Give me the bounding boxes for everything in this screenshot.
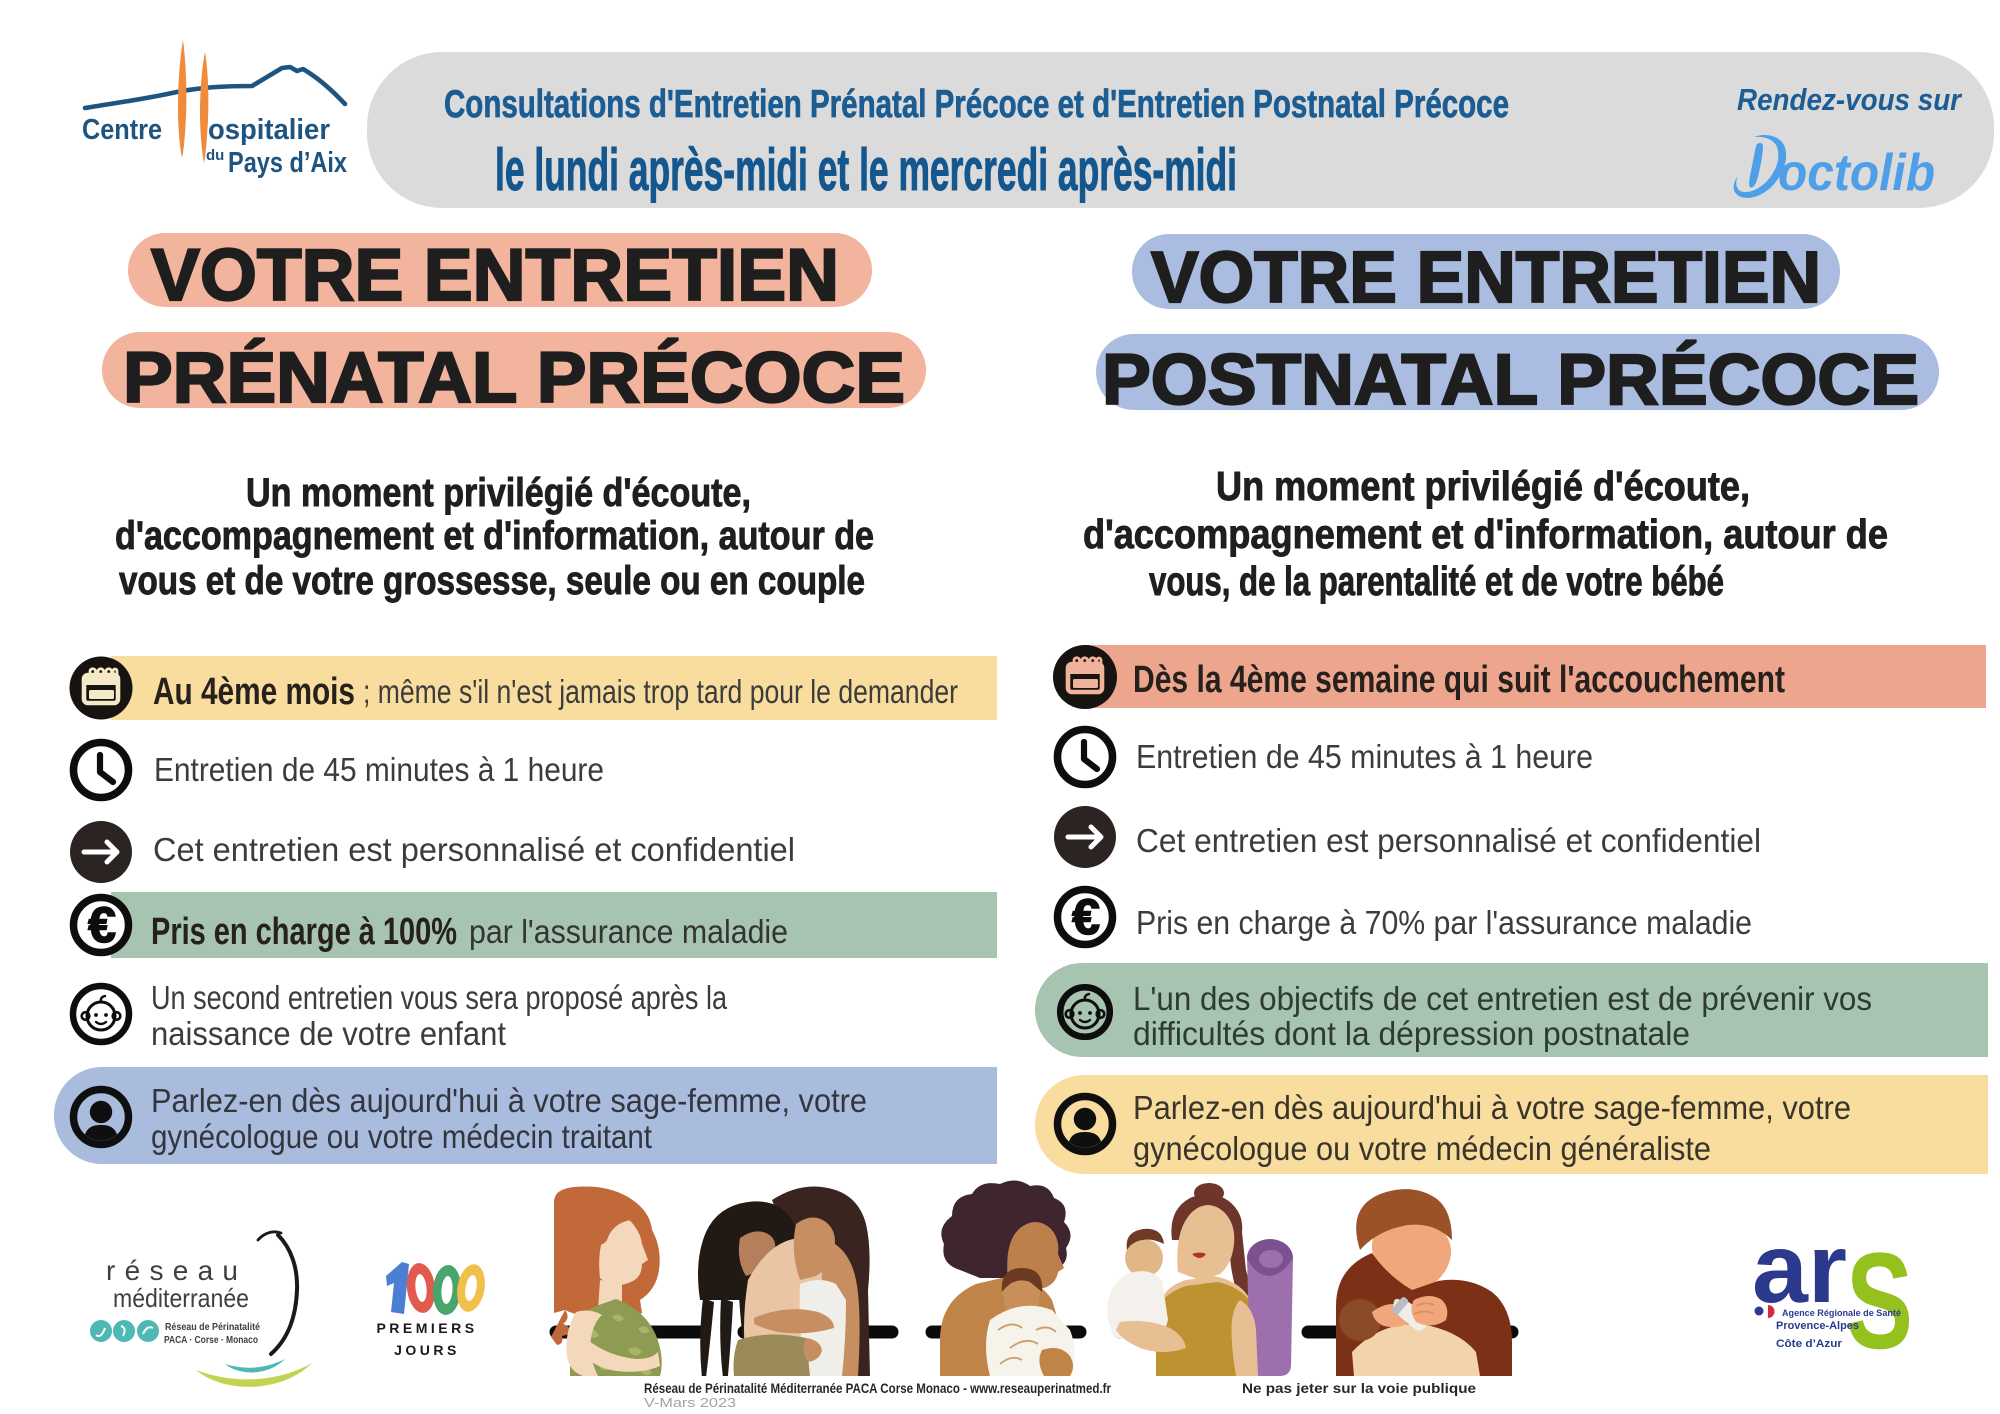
svg-text:Un second entretien vous sera: Un second entretien vous sera proposé ap… [151, 979, 728, 1016]
svg-text:du: du [206, 147, 224, 164]
svg-text:Un moment privilégié d'écoute,: Un moment privilégié d'écoute, [246, 471, 751, 515]
svg-text:méditerranée: méditerranée [113, 1283, 249, 1313]
svg-text:Pris en charge à 100%: Pris en charge à 100% [151, 911, 457, 953]
svg-text:Cet entretien est personnalisé: Cet entretien est personnalisé et confid… [1136, 822, 1761, 859]
svg-text:Entretien de 45 minutes à 1 he: Entretien de 45 minutes à 1 heure [1136, 738, 1593, 775]
svg-text:L'un des objectifs de cet entr: L'un des objectifs de cet entretien est … [1133, 980, 1872, 1017]
svg-text:Provence-Alpes: Provence-Alpes [1776, 1320, 1859, 1332]
svg-text:d'accompagnement et d'informat: d'accompagnement et d'information, autou… [1083, 511, 1888, 557]
svg-text:vous et de votre grossesse, se: vous et de votre grossesse, seule ou en … [119, 559, 865, 603]
svg-text:Dès la 4ème semaine qui suit l: Dès la 4ème semaine qui suit l'accouchem… [1133, 659, 1785, 701]
svg-text:Côte d’Azur: Côte d’Azur [1776, 1338, 1843, 1350]
svg-text:ar: ar [1752, 1213, 1847, 1323]
svg-text:naissance de votre enfant: naissance de votre enfant [151, 1015, 506, 1052]
svg-text:par l'assurance maladie: par l'assurance maladie [469, 913, 788, 950]
svg-text:Parlez-en dès aujourd'hui à vo: Parlez-en dès aujourd'hui à votre sage-f… [1133, 1089, 1851, 1126]
svg-text:PREMIERS: PREMIERS [376, 1320, 477, 1336]
svg-text:VOTRE ENTRETIEN: VOTRE ENTRETIEN [1151, 238, 1821, 318]
svg-text:Consultations d'Entretien Prén: Consultations d'Entretien Prénatal Préco… [444, 83, 1509, 126]
svg-text:le lundi après-midi et le merc: le lundi après-midi et le mercredi après… [495, 137, 1237, 203]
svg-text:Cet entretien est personnalisé: Cet entretien est personnalisé et confid… [153, 831, 795, 868]
svg-text:gynécologue ou votre médecin g: gynécologue ou votre médecin généraliste [1133, 1130, 1711, 1167]
svg-text:Au 4ème mois: Au 4ème mois [153, 671, 355, 713]
svg-text:Réseau de Périnatalité: Réseau de Périnatalité [165, 1321, 260, 1333]
svg-text:JOURS: JOURS [394, 1342, 460, 1358]
svg-text:vous, de la parentalité et de: vous, de la parentalité et de votre bébé [1149, 558, 1724, 604]
svg-text:VOTRE ENTRETIEN: VOTRE ENTRETIEN [151, 235, 839, 316]
svg-text:octolib: octolib [1778, 144, 1935, 202]
svg-text:Un moment privilégié d'écoute,: Un moment privilégié d'écoute, [1216, 463, 1750, 509]
svg-text:Parlez-en dès aujourd'hui à vo: Parlez-en dès aujourd'hui à votre sage-f… [151, 1082, 867, 1119]
svg-text:PRÉNATAL PRÉCOCE: PRÉNATAL PRÉCOCE [123, 339, 905, 418]
svg-text:Entretien de 45 minutes à 1 he: Entretien de 45 minutes à 1 heure [154, 751, 604, 788]
svg-text:Pays d’Aix: Pays d’Aix [228, 147, 347, 179]
svg-text:d'accompagnement et d'informat: d'accompagnement et d'information, autou… [115, 514, 874, 558]
svg-text:; même s'il n'est jamais trop: ; même s'il n'est jamais trop tard pour … [363, 673, 958, 710]
svg-text:PACA · Corse · Monaco: PACA · Corse · Monaco [164, 1334, 258, 1346]
svg-text:Centre: Centre [82, 114, 162, 146]
svg-text:ospitalier: ospitalier [208, 114, 330, 146]
svg-text:Rendez-vous sur: Rendez-vous sur [1737, 82, 1963, 117]
svg-text:Réseau de Périnatalité Méditer: Réseau de Périnatalité Méditerranée PACA… [644, 1380, 1111, 1396]
svg-text:réseau: réseau [106, 1255, 246, 1286]
svg-text:gynécologue ou votre médecin t: gynécologue ou votre médecin traitant [151, 1118, 652, 1155]
svg-text:difficultés dont la dépression: difficultés dont la dépression postnatal… [1133, 1015, 1690, 1052]
svg-text:Pris en charge à 70% par l'ass: Pris en charge à 70% par l'assurance mal… [1136, 904, 1752, 941]
svg-text:POSTNATAL PRÉCOCE: POSTNATAL PRÉCOCE [1102, 341, 1919, 420]
svg-text:S: S [1846, 1225, 1913, 1378]
svg-text:V-Mars 2023: V-Mars 2023 [644, 1395, 736, 1410]
svg-text:Ne pas jeter sur la voie publi: Ne pas jeter sur la voie publique [1242, 1380, 1476, 1396]
svg-text:Agence Régionale de Santé: Agence Régionale de Santé [1782, 1308, 1901, 1319]
